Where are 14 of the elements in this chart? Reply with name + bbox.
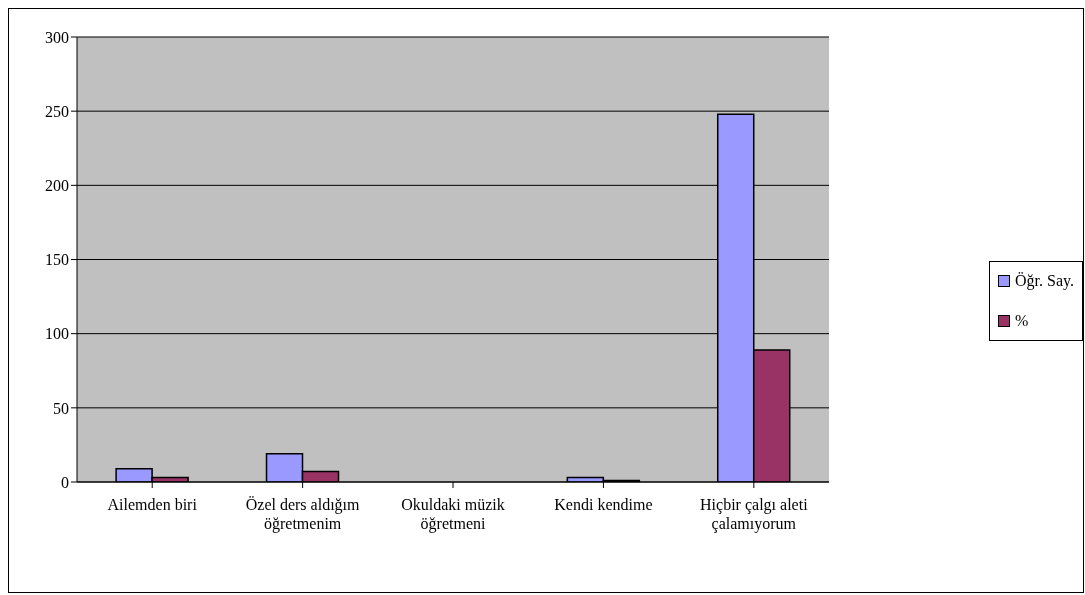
x-tick-label: Hiçbir çalgı aleti çalamıyorum — [700, 496, 809, 533]
y-tick-label: 0 — [61, 473, 69, 491]
y-tick-label: 200 — [45, 177, 69, 195]
y-tick-label: 250 — [45, 102, 69, 120]
legend-label: Öğr. Say. — [1015, 271, 1074, 290]
y-tick-label: 50 — [53, 399, 69, 417]
x-tick-label: Ailemden biri — [107, 496, 198, 513]
y-tick-label: 150 — [45, 251, 69, 269]
x-tick-label: Okuldaki müzik öğretmeni — [401, 496, 505, 533]
y-tick-label: 100 — [45, 325, 69, 343]
x-tick-label: Özel ders aldığım öğretmenim — [245, 496, 361, 533]
x-tick-label: Kendi kendime — [554, 496, 653, 513]
y-tick-label: 300 — [45, 28, 69, 46]
legend-label: % — [1015, 311, 1029, 330]
